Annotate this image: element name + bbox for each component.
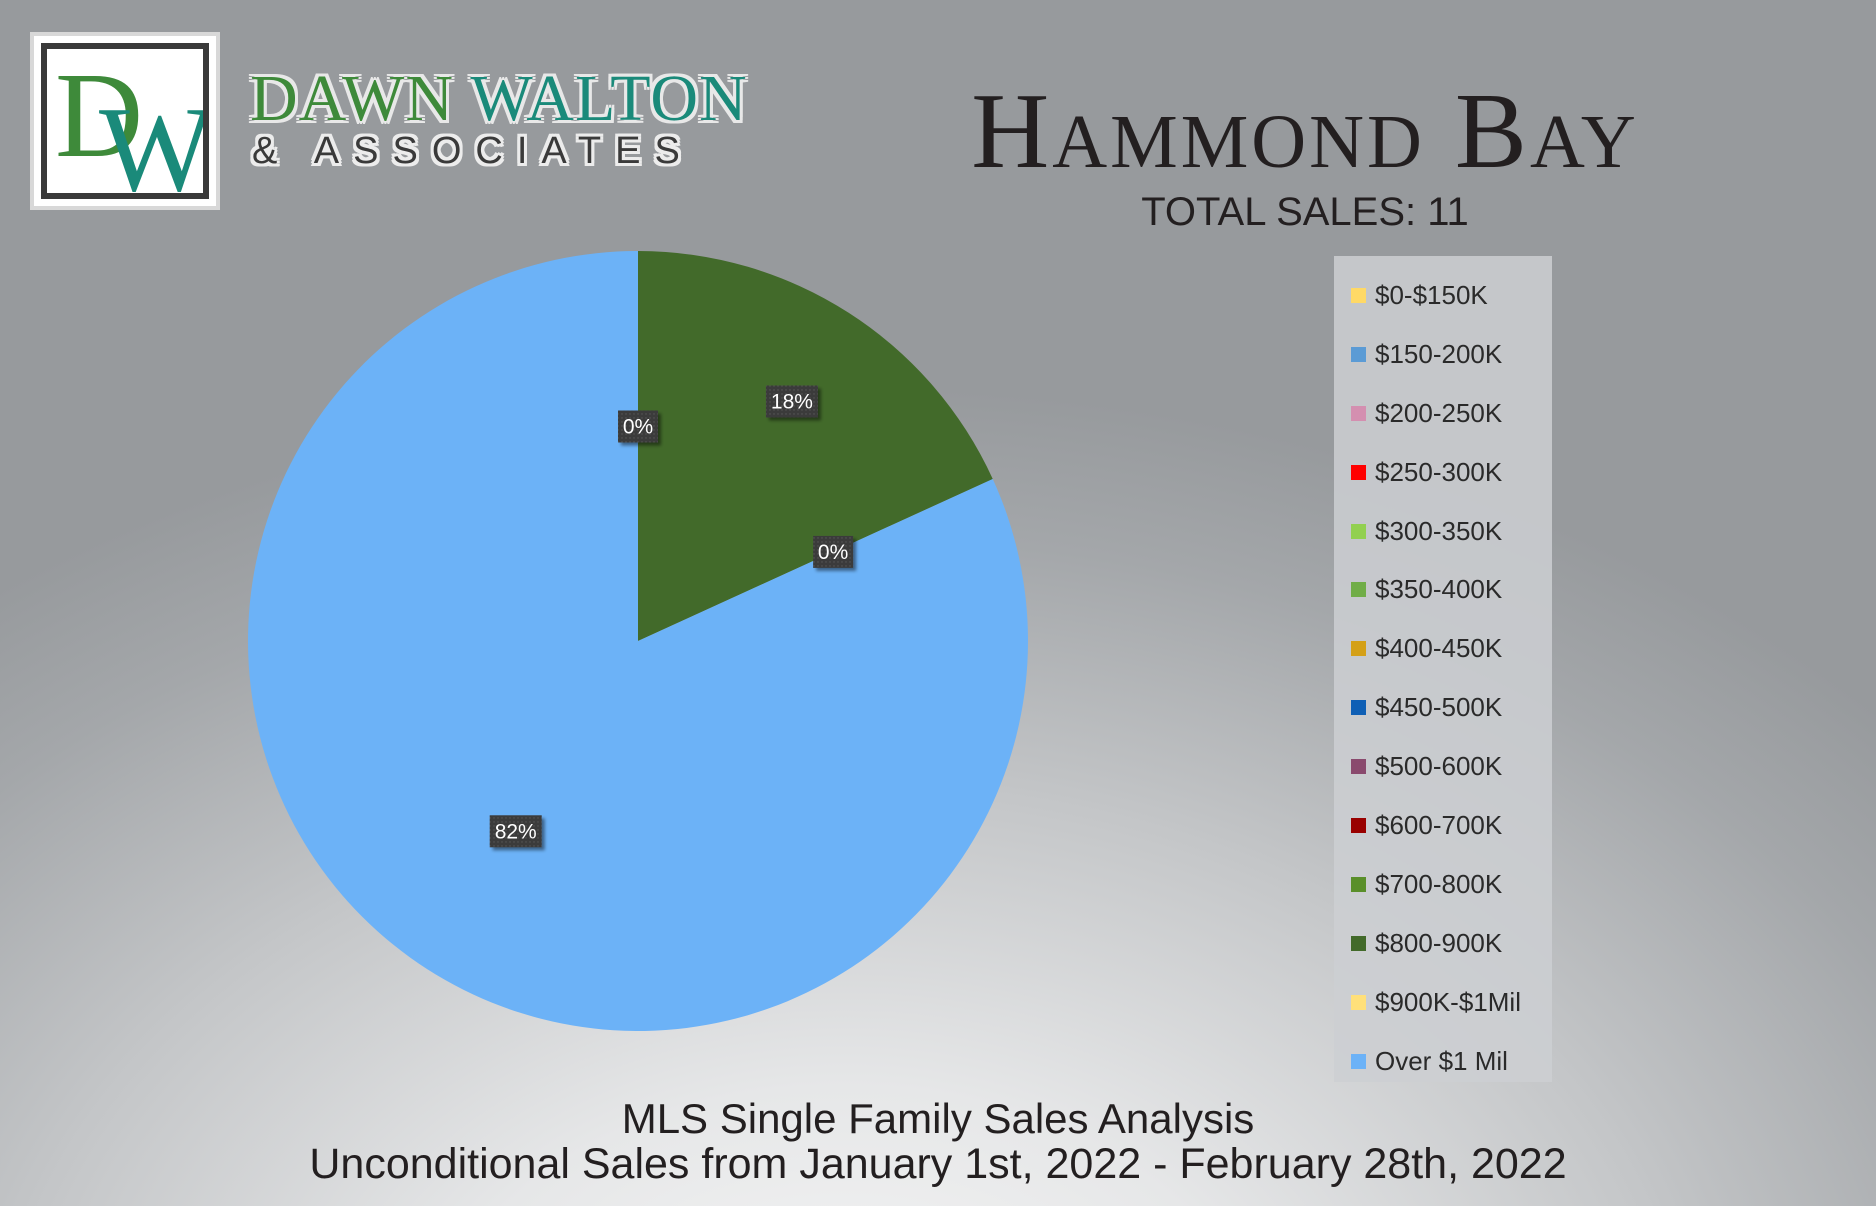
legend-swatch: [1351, 405, 1366, 421]
legend-swatch: [1351, 464, 1366, 480]
legend-swatch: [1351, 287, 1366, 303]
legend-item-900k-1mil: $900K-$1Mil: [1334, 973, 1552, 1032]
legend-swatch: [1351, 523, 1366, 539]
legend-swatch: [1351, 1053, 1366, 1069]
legend-label: $600-700K: [1375, 809, 1503, 840]
legend-label: Over $1 Mil: [1375, 1045, 1508, 1076]
brand-tagline: & ASSOCIATES: [252, 130, 694, 172]
legend-item-500-600k: $500-600K: [1334, 737, 1552, 796]
data-label-box: [765, 385, 818, 418]
legend-label: $200-250K: [1375, 397, 1503, 428]
data-label-text: 0%: [818, 541, 848, 564]
page-title: Hammond Bay: [971, 72, 1639, 191]
legend-label: $700-800K: [1375, 868, 1503, 899]
legend-label: $500-600K: [1375, 751, 1503, 782]
data-label-800-900k: 18%: [765, 385, 818, 418]
total-sales: TOTAL SALES: 11: [1141, 190, 1469, 234]
brand-name-walton: WALTON: [470, 62, 748, 135]
legend-label: $150-200K: [1375, 338, 1503, 369]
legend-swatch: [1351, 759, 1366, 775]
legend-item-450-500k: $450-500K: [1334, 678, 1552, 737]
pie-slice-800-900k: [638, 251, 993, 641]
data-label-text: 18%: [771, 390, 813, 413]
legend-swatch: [1351, 700, 1366, 716]
data-label-box: [618, 410, 658, 443]
data-label-text: 0%: [623, 416, 653, 439]
legend-item-400-450k: $400-450K: [1334, 619, 1552, 678]
footer-analysis-title: MLS Single Family Sales Analysis: [621, 1095, 1255, 1142]
brand-name-dawn: DAWN: [250, 62, 454, 135]
data-label-over-1-mil: 82%: [489, 815, 542, 848]
data-label-box: [813, 535, 854, 568]
legend-swatch: [1351, 935, 1366, 951]
legend-swatch: [1351, 817, 1366, 833]
legend-label: $300-350K: [1375, 515, 1503, 546]
legend-item-350-400k: $350-400K: [1334, 560, 1552, 619]
legend-label: $350-400K: [1375, 574, 1503, 605]
legend-item-700-800k: $700-800K: [1334, 855, 1552, 914]
data-label-900k-1mil: 0%: [813, 535, 854, 568]
legend-swatch: [1351, 346, 1366, 362]
data-label-text: 82%: [495, 820, 537, 843]
brand-name: DAWN WALTON: [250, 66, 748, 132]
legend-swatch: [1351, 876, 1366, 892]
data-label-box: [489, 815, 542, 848]
legend-label: $900K-$1Mil: [1375, 986, 1521, 1017]
pie-slice-over-1-mil: [248, 251, 1029, 1031]
legend-label: $800-900K: [1375, 927, 1503, 958]
legend-swatch: [1351, 582, 1366, 598]
legend-label: $0-$150K: [1375, 279, 1488, 310]
logo-letter-w: W: [99, 82, 209, 199]
legend-item-over-1-mil: Over $1 Mil: [1334, 1032, 1552, 1091]
legend-label: $400-450K: [1375, 633, 1503, 664]
legend-item-0-150k: $0-$150K: [1334, 266, 1552, 325]
legend-item-600-700k: $600-700K: [1334, 796, 1552, 855]
legend-label: $250-300K: [1375, 456, 1503, 487]
legend-swatch: [1351, 641, 1366, 657]
legend-item-200-250k: $200-250K: [1334, 384, 1552, 443]
logo: D W: [30, 32, 220, 210]
legend: $0-$150K $150-200K $200-250K $250-300K $300-…: [1334, 256, 1552, 1082]
legend-item-800-900k: $800-900K: [1334, 914, 1552, 973]
footer-date-range: Unconditional Sales from January 1st, 20…: [309, 1140, 1567, 1188]
data-label-0-150k: 0%: [618, 410, 658, 443]
legend-item-300-350k: $300-350K: [1334, 502, 1552, 561]
legend-item-150-200k: $150-200K: [1334, 325, 1552, 384]
legend-item-250-300k: $250-300K: [1334, 443, 1552, 502]
logo-letter-d: D: [55, 48, 144, 183]
legend-label: $450-500K: [1375, 692, 1503, 723]
legend-swatch: [1351, 994, 1366, 1010]
